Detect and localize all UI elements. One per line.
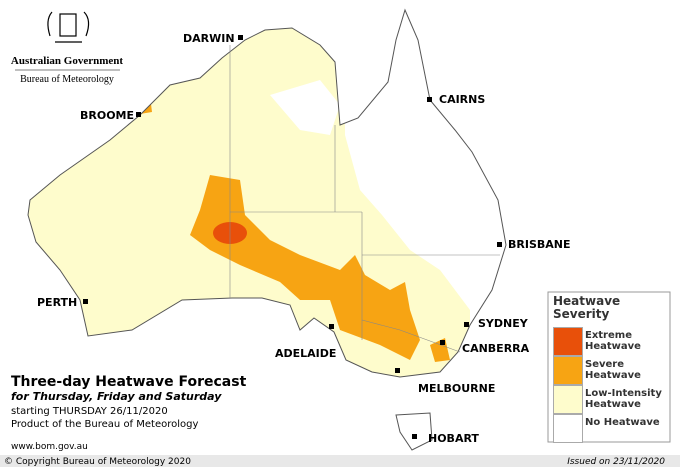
no-heatwave-patch — [270, 80, 340, 135]
legend-label: No Heatwave — [585, 417, 660, 428]
crest — [47, 11, 90, 43]
subtitle: for Thursday, Friday and Saturday — [11, 390, 222, 403]
city-label: BROOME — [80, 109, 134, 122]
city-label: MELBOURNE — [418, 382, 495, 395]
city-label: BRISBANE — [508, 238, 571, 251]
city-label: SYDNEY — [478, 317, 529, 330]
city-markers — [83, 35, 502, 439]
city-label: HOBART — [428, 432, 479, 445]
bureau-name: Bureau of Meteorology — [20, 74, 114, 85]
legend-swatch — [553, 327, 583, 356]
legend-swatch — [553, 414, 583, 443]
start-date: starting THURSDAY 26/11/2020 — [11, 406, 168, 417]
legend-swatch — [553, 385, 583, 414]
title: Three-day Heatwave Forecast — [11, 374, 247, 390]
legend-title: Heatwave Severity — [553, 294, 621, 321]
city-label: CAIRNS — [439, 93, 485, 106]
government-name: Australian Government — [11, 55, 123, 67]
website: www.bom.gov.au — [11, 442, 88, 452]
city-label: PERTH — [37, 296, 77, 309]
city-label: ADELAIDE — [275, 347, 336, 360]
legend-label: Severe Heatwave — [585, 359, 641, 381]
legend-swatch — [553, 356, 583, 385]
legend-label: Extreme Heatwave — [585, 330, 641, 352]
product: Product of the Bureau of Meteorology — [11, 419, 198, 430]
issued: Issued on 23/11/2020 — [567, 457, 665, 467]
footer-bar — [0, 455, 680, 467]
city-label: DARWIN — [183, 32, 235, 45]
severe-region — [138, 96, 450, 362]
city-label: CANBERRA — [462, 342, 530, 355]
coastline — [27, 8, 507, 451]
copyright: © Copyright Bureau of Meteorology 2020 — [4, 457, 191, 467]
legend-label: Low-Intensity Heatwave — [585, 388, 662, 410]
